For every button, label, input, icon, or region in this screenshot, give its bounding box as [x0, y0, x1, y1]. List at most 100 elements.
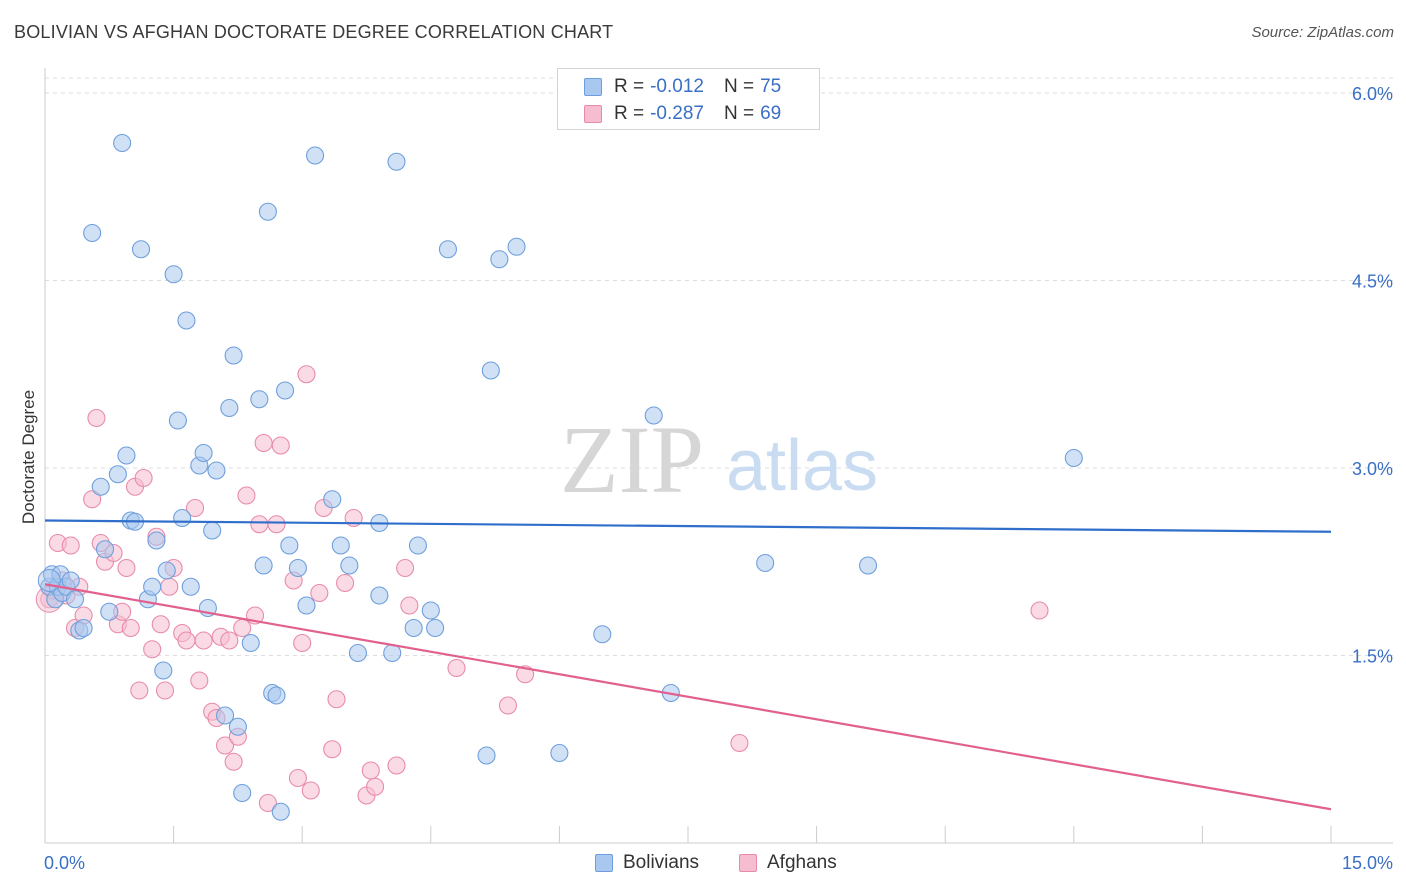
afghan-point: [254, 433, 273, 453]
r-label: R =: [614, 76, 645, 97]
afghan-point: [400, 596, 419, 615]
bolivian-point: [203, 521, 222, 540]
bolivian-point: [477, 746, 496, 765]
bolivian-point: [306, 146, 325, 165]
bolivian-point: [550, 743, 569, 763]
chart-title: BOLIVIAN VS AFGHAN DOCTORATE DEGREE CORR…: [14, 22, 614, 42]
afghan-point: [258, 793, 277, 813]
bolivian-point: [143, 577, 162, 596]
y-tick-label: 3.0%: [1352, 459, 1393, 479]
afghan-point: [130, 681, 149, 700]
bolivians-swatch: [584, 78, 602, 96]
bolivian-point: [65, 590, 85, 609]
afghan-point: [134, 468, 153, 488]
afghans-swatch: [584, 105, 602, 123]
afghan-point: [121, 618, 140, 638]
afghan-point: [220, 631, 239, 650]
series-bolivians: [37, 133, 1083, 821]
x-tick-label: 0.0%: [44, 853, 85, 873]
bolivian-point: [408, 536, 427, 555]
legend-label-bolivians: Bolivians: [623, 852, 700, 873]
y-tick-label: 4.5%: [1352, 272, 1393, 292]
bolivian-point: [164, 265, 183, 284]
legend-item-bolivians[interactable]: Bolivians: [595, 852, 699, 874]
bolivian-point: [250, 390, 269, 409]
bolivian-point: [271, 802, 290, 821]
bolivian-point: [117, 446, 136, 465]
n-value: 75: [760, 76, 782, 97]
afghan-point: [190, 671, 209, 690]
legend-label-afghans: Afghans: [767, 852, 837, 873]
bolivian-point: [438, 240, 457, 259]
bolivian-point: [331, 536, 350, 555]
bolivian-point: [323, 490, 342, 509]
afghan-point: [83, 490, 102, 509]
bolivian-point: [507, 237, 526, 256]
bottom-legend: Bolivians Afghans: [0, 852, 1406, 878]
afghan-point: [323, 740, 342, 759]
bolivian-point: [387, 152, 406, 171]
n-label: N =: [723, 103, 755, 124]
afghan-point: [310, 583, 329, 603]
afghan-point: [498, 696, 518, 715]
bolivian-point: [241, 633, 260, 653]
bolivian-point: [426, 618, 445, 638]
watermark-zip: ZIP: [560, 406, 704, 513]
afghan-point: [177, 631, 196, 650]
afghan-point: [151, 615, 170, 634]
bolivian-point: [91, 477, 110, 496]
stats-row-bolivians: R = -0.012 N = 75: [584, 75, 781, 99]
afghan-point: [237, 486, 256, 505]
bolivian-point: [348, 643, 367, 663]
bolivian-point: [340, 556, 359, 575]
legend-item-afghans[interactable]: Afghans: [739, 852, 837, 874]
bolivian-point: [258, 202, 277, 221]
afghan-point: [447, 658, 466, 678]
afghan-point: [387, 756, 406, 775]
afghan-point: [396, 558, 415, 578]
stats-legend: R = -0.012 N = 75 R = -0.287 N = 69: [557, 68, 820, 130]
bolivian-point: [267, 686, 286, 705]
bolivian-point: [756, 553, 775, 573]
afghan-point: [361, 761, 380, 780]
bolivian-point: [280, 536, 299, 555]
bolivian-point: [404, 618, 423, 638]
y-tick-label: 1.5%: [1352, 647, 1393, 667]
bolivian-point: [181, 577, 200, 596]
afghan-point: [293, 633, 312, 653]
bolivian-point: [83, 223, 102, 243]
tick-labels: 1.5% 3.0% 4.5% 6.0% 0.0% 15.0%: [44, 84, 1393, 873]
afghan-point: [155, 681, 175, 700]
bolivian-point: [644, 406, 663, 425]
bolivian-point: [1064, 448, 1083, 468]
bolivian-point: [100, 602, 119, 621]
source-credit: Source: ZipAtlas.com: [1251, 24, 1394, 41]
bolivian-point: [593, 625, 612, 644]
afghan-point: [288, 768, 307, 788]
bolivians-legend-swatch: [595, 854, 613, 872]
afghan-point: [160, 577, 179, 596]
bolivian-point: [194, 443, 213, 463]
afghan-point: [297, 365, 316, 384]
y-axis-label: Doctorate Degree: [19, 390, 38, 524]
bolivian-point: [224, 346, 243, 365]
bolivian-point: [207, 461, 226, 480]
afghan-point: [87, 408, 106, 428]
bolivian-point: [421, 601, 440, 620]
bolivian-point: [276, 381, 295, 400]
bolivian-point: [297, 596, 316, 615]
r-value: -0.012: [650, 76, 704, 97]
bolivians-trend-line: [44, 519, 1332, 533]
bolivian-point: [168, 411, 187, 430]
afghan-point: [194, 631, 213, 650]
grid-lines: [45, 77, 1393, 656]
bolivian-point: [177, 311, 196, 330]
bolivian-point: [147, 531, 166, 550]
bolivian-point: [61, 571, 80, 590]
trend-lines: [44, 519, 1332, 811]
bolivian-point: [157, 561, 176, 580]
afghan-point: [117, 558, 136, 578]
watermark-atlas: atlas: [726, 426, 878, 506]
stats-row-afghans: R = -0.287 N = 69: [584, 102, 781, 126]
